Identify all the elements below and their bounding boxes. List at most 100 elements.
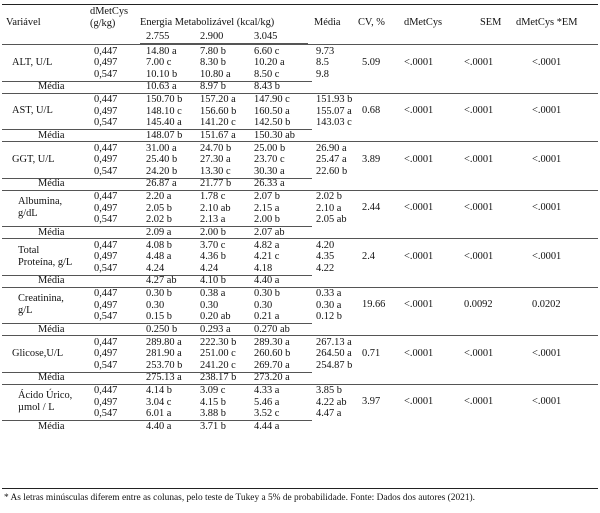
value-em-2: 4.15 b bbox=[200, 396, 226, 408]
row-mean: 4.22 ab bbox=[316, 396, 347, 408]
row-mean: 0.33 a bbox=[316, 288, 342, 299]
value-em-2: 251.00 c bbox=[200, 348, 236, 359]
p-dmetcys: <.0001 bbox=[404, 396, 434, 408]
value-em-1: 10.10 b bbox=[146, 68, 178, 80]
media-rule bbox=[2, 371, 312, 373]
p-sem: <.0001 bbox=[464, 250, 494, 262]
variable-name: Albumina, bbox=[18, 196, 63, 208]
dmetcys-level: 0,497 bbox=[94, 105, 118, 117]
media-label: Média bbox=[38, 372, 65, 383]
dmetcys-level: 0,547 bbox=[94, 262, 118, 274]
row-mean: 4.35 bbox=[316, 251, 335, 262]
media-rule bbox=[2, 177, 312, 179]
value-em-3: 269.70 a bbox=[254, 359, 290, 371]
header-media: Média bbox=[314, 17, 341, 28]
em-level-2: 2.900 bbox=[200, 31, 224, 42]
media-label: Média bbox=[38, 275, 65, 286]
value-em-1: 31.00 a bbox=[146, 142, 177, 154]
variable-name: Total bbox=[18, 244, 40, 256]
media-label: Média bbox=[38, 420, 65, 432]
variable-name: g/L bbox=[18, 305, 33, 317]
dmetcys-level: 0,547 bbox=[94, 311, 118, 322]
dmetcys-level: 0,547 bbox=[94, 117, 118, 128]
cv-value: 3.97 bbox=[362, 396, 381, 408]
value-em-3: 4.33 a bbox=[254, 385, 280, 396]
p-interaction: <.0001 bbox=[532, 105, 562, 117]
column-mean-3: 4.44 a bbox=[254, 420, 280, 432]
value-em-3: 2.07 b bbox=[254, 191, 280, 202]
dmetcys-level: 0,447 bbox=[94, 45, 118, 57]
media-rule bbox=[2, 226, 312, 227]
row-mean: 254.87 b bbox=[316, 359, 353, 371]
group-divider bbox=[2, 286, 598, 288]
p-interaction: <.0001 bbox=[532, 202, 562, 214]
header-dmetcys: dMetCys (g/kg) bbox=[90, 6, 129, 29]
value-em-1: 4.24 bbox=[146, 262, 165, 274]
value-em-1: 0.30 b bbox=[146, 288, 172, 299]
column-mean-1: 10.63 a bbox=[146, 81, 177, 92]
value-em-2: 13.30 c bbox=[200, 165, 231, 177]
column-mean-1: 275.13 a bbox=[146, 372, 182, 383]
column-mean-2: 8.97 b bbox=[200, 81, 226, 92]
value-em-1: 4.14 b bbox=[146, 385, 172, 396]
value-em-3: 25.00 b bbox=[254, 142, 286, 154]
value-em-3: 5.46 a bbox=[254, 396, 280, 408]
row-mean: 25.47 a bbox=[316, 154, 347, 165]
media-rule bbox=[2, 274, 312, 276]
row-mean: 267.13 a bbox=[316, 336, 352, 348]
header-variavel: Variável bbox=[6, 17, 41, 28]
dmetcys-level: 0,497 bbox=[94, 348, 118, 359]
dmetcys-level: 0,497 bbox=[94, 396, 118, 408]
p-dmetcys: <.0001 bbox=[404, 105, 434, 117]
dmetcys-level: 0,547 bbox=[94, 359, 118, 371]
group-divider bbox=[2, 92, 598, 94]
value-em-1: 0.15 b bbox=[146, 311, 172, 322]
value-em-2: 24.70 b bbox=[200, 142, 232, 154]
header-bottom-rule bbox=[2, 44, 598, 45]
p-interaction: <.0001 bbox=[532, 56, 562, 68]
variable-name: g/dL bbox=[18, 208, 38, 220]
p-dmetcys: <.0001 bbox=[404, 250, 434, 262]
footnote: * As letras minúsculas diferem entre as … bbox=[4, 493, 475, 503]
column-mean-1: 2.09 a bbox=[146, 226, 172, 238]
column-mean-1: 148.07 b bbox=[146, 129, 183, 141]
p-sem: <.0001 bbox=[464, 56, 494, 68]
p-dmetcys: <.0001 bbox=[404, 347, 434, 359]
value-em-3: 30.30 a bbox=[254, 165, 285, 177]
row-mean: 22.60 b bbox=[316, 165, 348, 177]
top-rule bbox=[2, 4, 598, 5]
column-mean-1: 0.250 b bbox=[146, 323, 178, 335]
value-em-1: 6.01 a bbox=[146, 408, 172, 419]
cv-value: 19.66 bbox=[362, 299, 386, 311]
variable-name: Proteína, g/L bbox=[18, 256, 73, 268]
variable-name: Creatinina, bbox=[18, 293, 64, 305]
row-mean: 264.50 a bbox=[316, 348, 352, 359]
em-levels-rule bbox=[140, 43, 308, 44]
header-energia: Energia Metabolizável (kcal/kg) bbox=[140, 17, 275, 28]
column-mean-3: 273.20 a bbox=[254, 372, 290, 383]
dmetcys-level: 0,447 bbox=[94, 336, 118, 348]
group-divider bbox=[2, 383, 598, 385]
p-interaction: <.0001 bbox=[532, 396, 562, 408]
media-rule bbox=[2, 80, 312, 82]
media-label: Média bbox=[38, 129, 65, 141]
media-rule bbox=[2, 323, 312, 324]
p-sem: <.0001 bbox=[464, 202, 494, 214]
p-interaction: <.0001 bbox=[532, 153, 562, 165]
value-em-3: 0.21 a bbox=[254, 311, 280, 322]
cv-value: 5.09 bbox=[362, 56, 381, 68]
column-mean-2: 21.77 b bbox=[200, 178, 232, 189]
value-em-3: 23.70 c bbox=[254, 154, 285, 165]
dmetcys-level: 0,547 bbox=[94, 214, 118, 225]
em-level-3: 3.045 bbox=[254, 31, 278, 42]
column-mean-3: 26.33 a bbox=[254, 178, 285, 189]
column-mean-3: 150.30 ab bbox=[254, 129, 295, 141]
value-em-3: 10.20 a bbox=[254, 57, 285, 68]
column-mean-2: 2.00 b bbox=[200, 226, 226, 238]
em-level-1: 2.755 bbox=[146, 31, 170, 42]
column-mean-2: 151.67 a bbox=[200, 129, 236, 141]
value-em-1: 14.80 a bbox=[146, 45, 177, 57]
p-interaction: <.0001 bbox=[532, 250, 562, 262]
p-interaction: 0.0202 bbox=[532, 299, 561, 311]
column-mean-1: 4.27 ab bbox=[146, 275, 177, 286]
